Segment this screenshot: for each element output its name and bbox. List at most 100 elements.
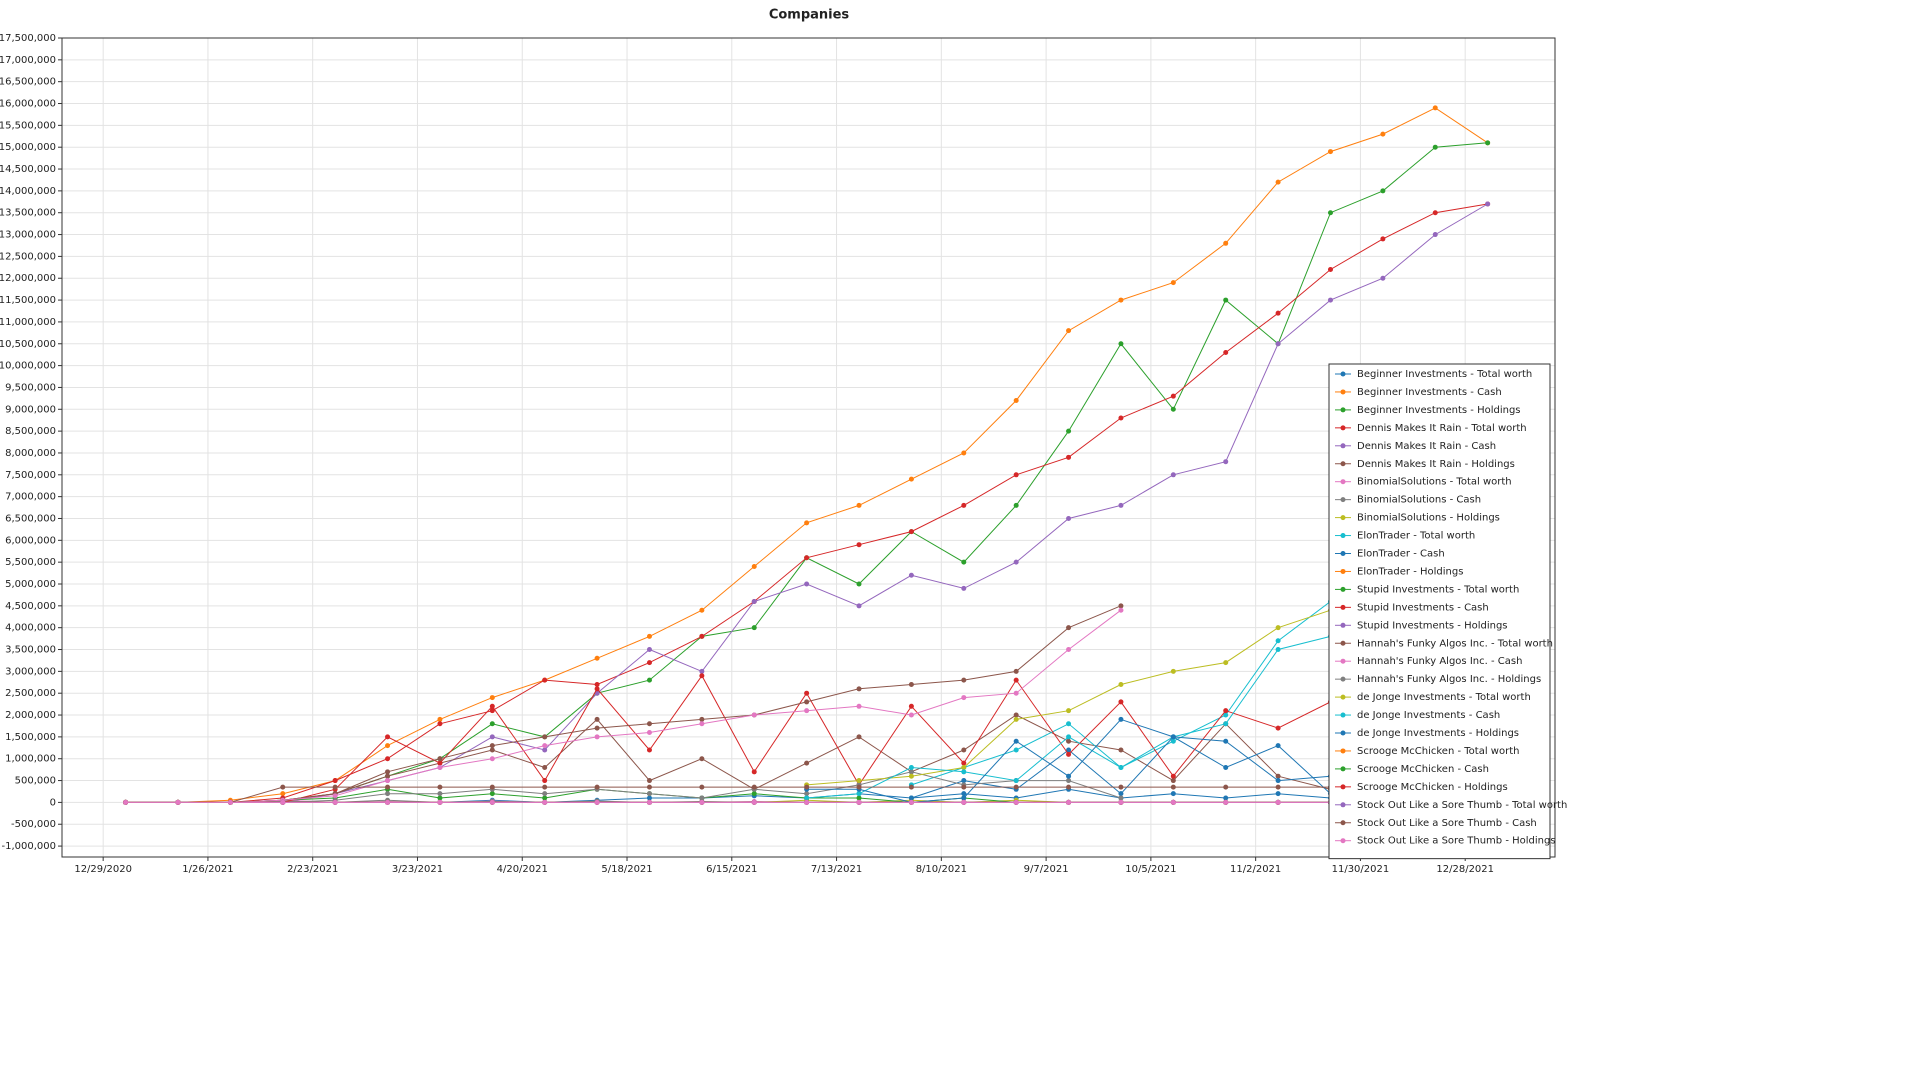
legend-swatch-dot xyxy=(1340,551,1346,556)
point xyxy=(804,760,810,766)
point xyxy=(437,760,443,766)
legend-swatch-dot xyxy=(1340,748,1346,754)
y-tick-label: -1,000,000 xyxy=(1,841,56,852)
point xyxy=(1223,721,1229,727)
x-tick-label: 4/20/2021 xyxy=(497,864,548,875)
point xyxy=(542,747,548,753)
y-tick-label: 9,500,000 xyxy=(5,382,56,393)
point xyxy=(1118,799,1124,805)
point xyxy=(961,760,967,766)
point xyxy=(908,769,914,775)
point xyxy=(1170,799,1176,805)
point xyxy=(1118,747,1124,753)
point xyxy=(1066,328,1072,334)
point xyxy=(1066,747,1072,753)
point xyxy=(856,686,862,692)
point xyxy=(1432,210,1438,216)
legend-label: Stock Out Like a Sore Thumb - Total wort… xyxy=(1357,800,1567,811)
point xyxy=(542,791,548,797)
point xyxy=(646,647,652,653)
point xyxy=(332,784,338,790)
legend-label: Stupid Investments - Holdings xyxy=(1357,620,1508,631)
legend-label: BinomialSolutions - Total worth xyxy=(1357,477,1512,488)
y-tick-label: 5,000,000 xyxy=(5,579,56,590)
point xyxy=(542,784,548,790)
point xyxy=(856,778,862,784)
legend-label: Stupid Investments - Total worth xyxy=(1357,584,1519,595)
point xyxy=(385,784,391,790)
point xyxy=(908,795,914,801)
point xyxy=(489,799,495,805)
point xyxy=(961,799,967,805)
point xyxy=(1432,144,1438,150)
legend-label: Hannah's Funky Algos Inc. - Total worth xyxy=(1357,638,1553,649)
point xyxy=(1275,625,1281,631)
point xyxy=(1013,778,1019,784)
point xyxy=(908,773,914,779)
point xyxy=(646,795,652,801)
point xyxy=(646,633,652,639)
point xyxy=(1013,747,1019,753)
point xyxy=(437,791,443,797)
y-tick-label: 3,500,000 xyxy=(5,645,56,656)
y-tick-label: 14,000,000 xyxy=(0,186,56,197)
point xyxy=(489,747,495,753)
point xyxy=(751,769,757,775)
point xyxy=(1170,738,1176,744)
x-tick-label: 11/30/2021 xyxy=(1332,864,1390,875)
y-tick-label: 2,000,000 xyxy=(5,710,56,721)
point xyxy=(804,784,810,790)
point xyxy=(908,572,914,578)
legend-label: Scrooge McChicken - Cash xyxy=(1357,764,1489,775)
point xyxy=(1013,799,1019,805)
point xyxy=(489,784,495,790)
point xyxy=(1327,297,1333,303)
point xyxy=(1118,502,1124,508)
y-tick-label: 15,500,000 xyxy=(0,120,56,131)
point xyxy=(385,791,391,797)
point xyxy=(1275,799,1281,805)
point xyxy=(1066,773,1072,779)
point xyxy=(1223,660,1229,666)
point xyxy=(1066,721,1072,727)
legend-swatch-dot xyxy=(1340,533,1346,539)
point xyxy=(1275,647,1281,653)
point xyxy=(1013,716,1019,722)
point xyxy=(332,799,338,805)
legend-swatch-dot xyxy=(1340,371,1346,377)
legend-swatch-dot xyxy=(1340,568,1346,574)
point xyxy=(1066,751,1072,757)
legend-swatch-dot xyxy=(1340,604,1346,610)
y-tick-label: 12,500,000 xyxy=(0,251,56,262)
point xyxy=(385,743,391,749)
point xyxy=(699,607,705,613)
point xyxy=(1223,708,1229,714)
x-tick-label: 10/5/2021 xyxy=(1125,864,1176,875)
legend-swatch-dot xyxy=(1340,676,1346,682)
y-tick-label: 2,500,000 xyxy=(5,688,56,699)
y-tick-label: 1,500,000 xyxy=(5,732,56,743)
point xyxy=(856,703,862,709)
point xyxy=(1223,349,1229,355)
point xyxy=(751,712,757,718)
point xyxy=(804,690,810,696)
legend-swatch-dot xyxy=(1340,622,1346,628)
point xyxy=(437,795,443,801)
point xyxy=(385,773,391,779)
y-tick-label: 9,000,000 xyxy=(5,404,56,415)
point xyxy=(1013,472,1019,478)
point xyxy=(804,799,810,805)
point xyxy=(123,799,129,805)
y-tick-label: 5,500,000 xyxy=(5,557,56,568)
point xyxy=(542,764,548,770)
point xyxy=(437,721,443,727)
point xyxy=(908,799,914,805)
point xyxy=(1170,773,1176,779)
legend-label: Dennis Makes It Rain - Total worth xyxy=(1357,423,1527,434)
point xyxy=(699,633,705,639)
point xyxy=(385,778,391,784)
x-tick-label: 9/7/2021 xyxy=(1024,864,1069,875)
point xyxy=(646,660,652,666)
point xyxy=(385,769,391,775)
